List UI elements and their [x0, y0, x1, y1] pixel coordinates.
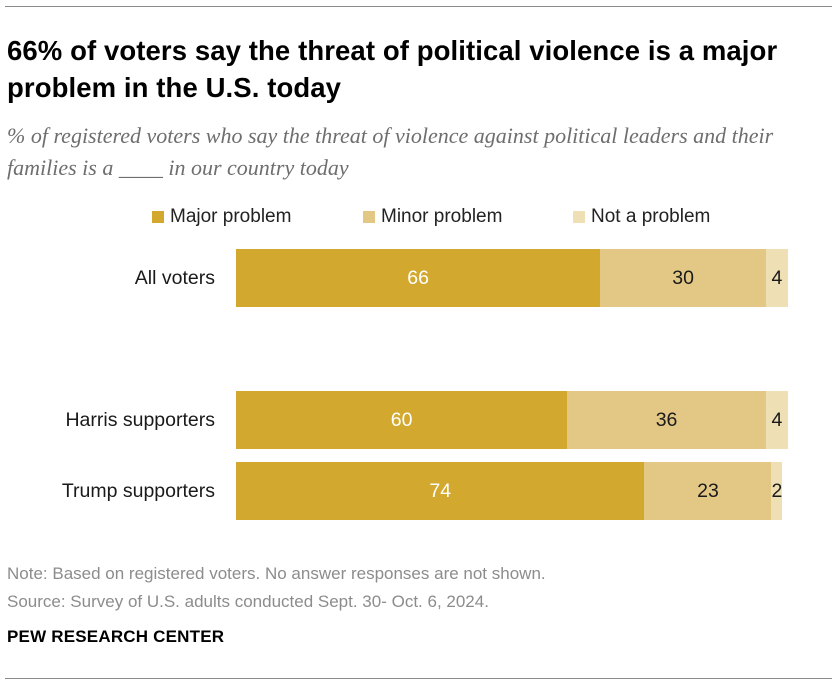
data-label: 4 [771, 266, 783, 289]
legend-swatch-none [573, 211, 585, 223]
category-label: Trump supporters [61, 480, 215, 502]
data-label: 36 [655, 408, 678, 431]
category-label: All voters [134, 267, 215, 289]
legend-item-none: Not a problem [573, 204, 710, 230]
bar-segment-none: 4 [765, 249, 788, 307]
data-label: 74 [429, 479, 452, 502]
bar-segment-minor: 30 [600, 249, 766, 307]
legend-swatch-major [152, 211, 164, 223]
category-label: Harris supporters [65, 409, 215, 431]
bottom-rule [5, 678, 832, 679]
bar-segment-major: 60 [236, 391, 568, 449]
legend-label-minor: Minor problem [381, 206, 503, 227]
chart-title: 66% of voters say the threat of politica… [7, 35, 778, 103]
data-label: 66 [407, 266, 429, 289]
chart-subtitle: % of registered voters who say the threa… [7, 123, 774, 180]
bar-row: 66 30 4 [236, 249, 796, 307]
bar-segment-none: 2 [771, 462, 783, 520]
chart-legend: Major problem Minor problem Not a proble… [0, 204, 840, 230]
data-label: 23 [697, 479, 719, 502]
bar-row: 60 36 4 [236, 391, 796, 449]
bar-segment-major: 74 [236, 462, 645, 520]
bar-segment-minor: 36 [567, 391, 766, 449]
bar-segment-major: 66 [236, 249, 601, 307]
legend-label-major: Major problem [170, 206, 292, 227]
data-label: 4 [771, 408, 783, 431]
legend-item-minor: Minor problem [363, 204, 502, 230]
top-rule [5, 6, 832, 7]
data-label: 30 [672, 266, 694, 289]
bar-segment-none: 4 [765, 391, 788, 449]
chart-note: Note: Based on registered voters. No ans… [7, 564, 546, 583]
organization-name: PEW RESEARCH CENTER [7, 627, 225, 646]
bar-row: 74 23 2 [236, 462, 796, 520]
legend-label-none: Not a problem [591, 206, 711, 227]
chart-source: Source: Survey of U.S. adults conducted … [7, 592, 489, 611]
bar-segment-minor: 23 [644, 462, 772, 520]
legend-item-major: Major problem [152, 204, 291, 230]
data-label: 2 [771, 479, 783, 502]
data-label: 60 [390, 408, 413, 431]
legend-swatch-minor [363, 211, 375, 223]
